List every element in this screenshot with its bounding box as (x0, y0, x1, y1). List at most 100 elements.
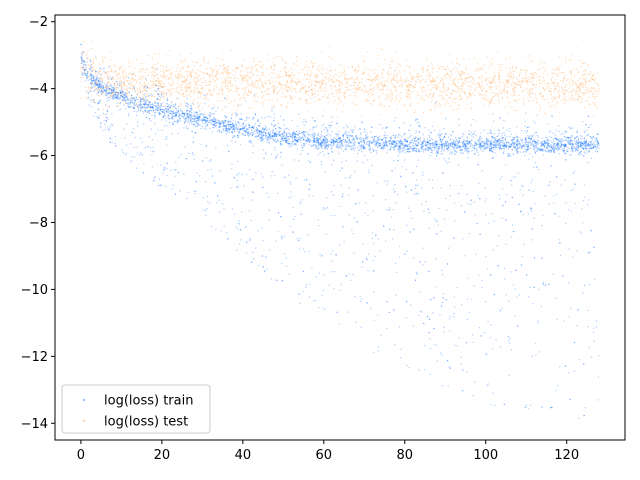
train-point (397, 154, 400, 157)
train-point (490, 149, 492, 152)
train-point (452, 146, 455, 148)
train-point (525, 141, 527, 144)
train-point (115, 80, 117, 83)
train-point (260, 131, 262, 133)
train-point (486, 147, 488, 149)
train-point (534, 122, 537, 124)
train-point (241, 127, 243, 129)
train-point (117, 96, 120, 98)
train-point (558, 148, 560, 151)
train-point (99, 89, 101, 92)
train-point (97, 102, 99, 105)
train-point (239, 118, 241, 121)
train-point (526, 130, 528, 132)
train-point (552, 141, 555, 143)
train-point (238, 223, 241, 225)
train-point (393, 149, 396, 151)
train-point (524, 406, 527, 409)
train-point (119, 90, 121, 93)
train-point (386, 152, 388, 154)
train-point (512, 145, 515, 147)
train-point (386, 301, 388, 303)
train-point (542, 214, 544, 217)
train-point (420, 143, 423, 145)
train-point (362, 146, 365, 148)
train-point (429, 148, 431, 150)
train-point (347, 311, 349, 313)
train-point (267, 136, 270, 138)
train-point (170, 169, 172, 171)
train-point (160, 96, 162, 98)
train-point (263, 129, 265, 132)
train-point (116, 94, 119, 97)
train-point (361, 149, 363, 151)
train-point (550, 150, 552, 152)
train-point (468, 311, 470, 314)
train-point (184, 146, 186, 148)
train-point (375, 234, 377, 236)
train-point (487, 144, 490, 146)
train-point (570, 148, 573, 150)
train-point (336, 140, 338, 142)
train-point (562, 144, 565, 146)
train-point (510, 271, 512, 273)
train-point (371, 148, 374, 150)
train-point (135, 96, 138, 99)
train-point (121, 87, 123, 89)
train-point (360, 144, 363, 146)
train-point (489, 129, 492, 132)
train-point (436, 360, 439, 362)
train-point (454, 142, 456, 144)
train-point (481, 169, 483, 172)
train-point (281, 137, 283, 139)
train-point (483, 141, 485, 143)
train-point (272, 129, 274, 131)
train-point (581, 135, 583, 137)
train-point (489, 144, 491, 147)
train-point (577, 145, 580, 147)
train-point (408, 148, 410, 150)
train-point (111, 141, 113, 144)
train-point (178, 157, 180, 159)
train-point (275, 135, 278, 138)
train-point (185, 158, 187, 160)
train-point (208, 114, 211, 117)
train-point (291, 134, 294, 136)
train-point (279, 131, 281, 133)
train-point (255, 136, 258, 138)
train-point (113, 97, 115, 100)
train-point (172, 118, 174, 120)
train-point (276, 279, 278, 281)
train-point (579, 152, 581, 154)
train-point (436, 220, 438, 223)
train-point (186, 110, 188, 112)
train-point (226, 130, 228, 133)
train-point (146, 87, 148, 89)
train-point (430, 149, 433, 151)
train-point (428, 136, 431, 138)
train-point (83, 63, 85, 66)
train-point (258, 130, 261, 132)
train-point (334, 141, 337, 143)
train-point (479, 233, 481, 235)
train-point (294, 132, 296, 135)
train-point (231, 208, 234, 210)
train-point (566, 146, 568, 148)
train-point (246, 134, 249, 136)
train-point (501, 139, 504, 141)
train-point (358, 149, 360, 151)
train-point (137, 107, 140, 109)
train-point (575, 141, 577, 144)
train-point (596, 150, 598, 152)
train-point (252, 178, 254, 180)
train-point (523, 243, 525, 246)
train-point (573, 140, 576, 142)
train-point (132, 103, 135, 105)
train-point (415, 184, 417, 187)
train-point (355, 135, 358, 137)
train-point (419, 140, 422, 142)
train-point (440, 352, 442, 354)
train-point (557, 138, 559, 141)
train-point (154, 102, 157, 104)
train-point (269, 137, 271, 139)
